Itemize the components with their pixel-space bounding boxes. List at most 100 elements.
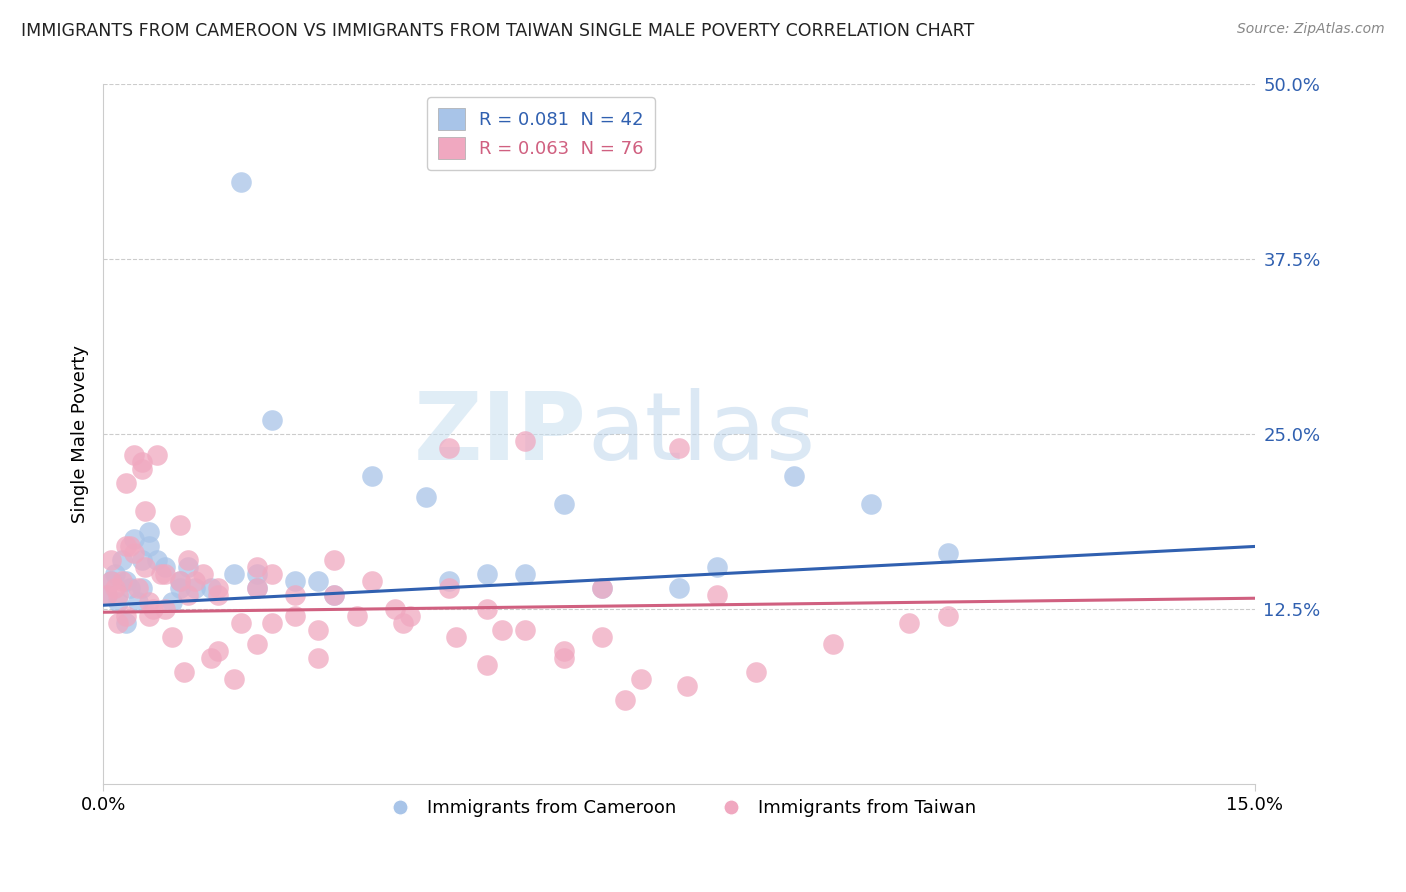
Point [591, 582, 613, 596]
Point [361, 469, 384, 483]
Point [322, 589, 344, 603]
Point [284, 609, 307, 624]
Point [630, 673, 652, 687]
Point [222, 673, 245, 687]
Point [246, 567, 269, 582]
Point [131, 553, 153, 567]
Point [284, 589, 307, 603]
Point [491, 624, 513, 638]
Text: Source: ZipAtlas.com: Source: ZipAtlas.com [1237, 22, 1385, 37]
Point [322, 589, 344, 603]
Text: atlas: atlas [586, 388, 815, 481]
Point [553, 651, 575, 665]
Point [184, 574, 207, 589]
Point [706, 560, 728, 574]
Point [104, 582, 127, 596]
Point [131, 462, 153, 476]
Point [134, 504, 156, 518]
Point [936, 609, 959, 624]
Point [138, 540, 160, 554]
Point [706, 589, 728, 603]
Point [122, 533, 145, 547]
Point [361, 574, 384, 589]
Point [111, 553, 134, 567]
Point [176, 589, 198, 603]
Point [162, 595, 184, 609]
Point [231, 616, 253, 631]
Point [153, 560, 176, 574]
Point [307, 651, 329, 665]
Point [231, 176, 253, 190]
Point [446, 631, 468, 645]
Point [134, 560, 156, 574]
Point [111, 574, 134, 589]
Point [437, 582, 460, 596]
Point [591, 582, 613, 596]
Point [246, 560, 269, 574]
Point [100, 574, 122, 589]
Point [246, 582, 269, 596]
Point [384, 602, 406, 616]
Point [553, 644, 575, 658]
Point [668, 442, 690, 456]
Point [307, 624, 329, 638]
Point [176, 560, 198, 574]
Point [475, 567, 498, 582]
Point [415, 491, 437, 505]
Point [138, 525, 160, 540]
Point [399, 609, 422, 624]
Point [96, 589, 118, 603]
Point [100, 553, 122, 567]
Point [149, 567, 172, 582]
Point [131, 455, 153, 469]
Point [169, 518, 191, 533]
Point [96, 589, 118, 603]
Point [146, 449, 169, 463]
Point [860, 498, 883, 512]
Legend: Immigrants from Cameroon, Immigrants from Taiwan: Immigrants from Cameroon, Immigrants fro… [375, 792, 983, 824]
Point [284, 574, 307, 589]
Y-axis label: Single Male Poverty: Single Male Poverty [72, 345, 89, 524]
Point [127, 595, 149, 609]
Point [437, 574, 460, 589]
Point [127, 582, 149, 596]
Point [169, 574, 191, 589]
Point [115, 476, 138, 491]
Point [515, 434, 537, 449]
Point [115, 574, 138, 589]
Point [115, 616, 138, 631]
Point [153, 602, 176, 616]
Point [437, 442, 460, 456]
Point [246, 582, 269, 596]
Point [169, 582, 191, 596]
Point [783, 469, 806, 483]
Point [222, 567, 245, 582]
Point [936, 546, 959, 560]
Point [262, 567, 284, 582]
Point [515, 624, 537, 638]
Point [115, 540, 138, 554]
Point [104, 567, 127, 582]
Point [591, 631, 613, 645]
Point [307, 574, 329, 589]
Point [138, 609, 160, 624]
Point [142, 602, 165, 616]
Point [745, 665, 768, 680]
Point [262, 413, 284, 427]
Point [153, 567, 176, 582]
Point [122, 546, 145, 560]
Point [207, 644, 229, 658]
Point [173, 665, 195, 680]
Point [675, 680, 697, 694]
Point [107, 616, 129, 631]
Point [391, 616, 413, 631]
Point [262, 616, 284, 631]
Point [122, 449, 145, 463]
Point [207, 582, 229, 596]
Point [162, 631, 184, 645]
Point [821, 637, 844, 651]
Point [614, 693, 637, 707]
Point [898, 616, 921, 631]
Point [515, 567, 537, 582]
Point [668, 582, 690, 596]
